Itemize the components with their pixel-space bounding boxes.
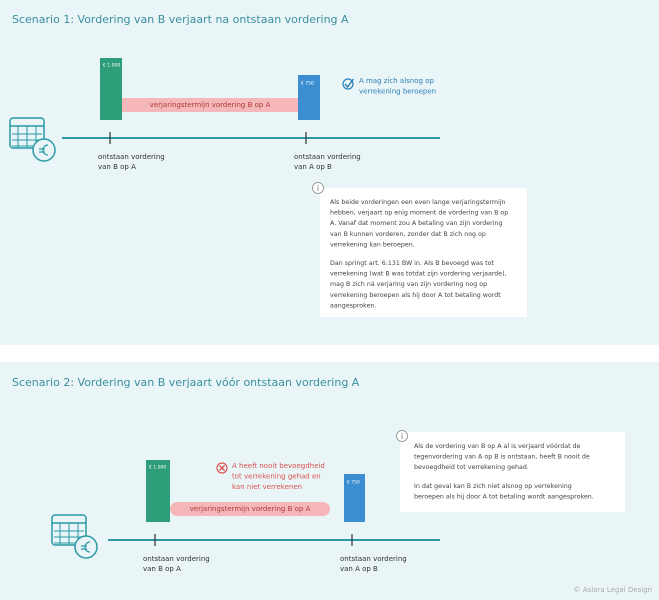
axis-label: van B op A xyxy=(98,163,136,171)
info-text: A. Vanaf dat moment zou A betaling van z… xyxy=(330,220,503,227)
claim-amount: € 750 xyxy=(301,81,314,87)
euro-icon xyxy=(32,138,56,162)
claim-amount: € 1.000 xyxy=(103,63,120,69)
note-text: verrekening beroepen xyxy=(359,88,436,96)
euro-icon xyxy=(81,541,91,553)
info-text: Dan springt art. 6:131 BW in. Als B bevo… xyxy=(330,260,495,267)
euro-icon xyxy=(74,535,98,559)
note-icon xyxy=(342,78,354,90)
info-box xyxy=(320,188,527,317)
axis-label: ontstaan vordering xyxy=(294,153,361,161)
axis-label: van A op B xyxy=(340,565,378,573)
info-icon xyxy=(401,432,403,434)
claim-bar xyxy=(344,474,365,522)
period-label: verjaringstermijn vordering B op A xyxy=(190,505,311,513)
euro-icon xyxy=(39,144,49,156)
scenario-title: Scenario 2: Vordering van B verjaart vóó… xyxy=(12,376,360,389)
note-text: A heeft nooit bevoegdheid xyxy=(232,462,325,470)
info-text: verrekening (wat B was totdat zijn vorde… xyxy=(330,271,507,278)
period-label: verjaringstermijn vordering B op A xyxy=(150,101,271,109)
note-text: kan niet verrekenen xyxy=(232,483,302,491)
claim-amount: € 1.000 xyxy=(149,465,166,471)
info-text: van B kunnen vorderen, zonder dat B zich… xyxy=(330,231,486,238)
info-text: Als beide vorderingen een even lange ver… xyxy=(330,199,505,206)
footer: © Aslara Legal Design xyxy=(574,586,652,594)
axis-label: van B op A xyxy=(143,565,181,573)
claim-bar xyxy=(146,460,170,522)
period-bar xyxy=(170,502,330,516)
info-text: tegenvordering van A op B is ontstaan, h… xyxy=(414,454,590,461)
period-bar xyxy=(122,98,298,112)
axis-label: ontstaan vordering xyxy=(340,555,407,563)
note-text: tot verrekening gehad en xyxy=(232,473,321,481)
axis-label: ontstaan vordering xyxy=(143,555,210,563)
scenario-title: Scenario 1: Vordering van B verjaart na … xyxy=(12,13,349,26)
note-icon xyxy=(344,78,355,89)
info-text: In dat geval kan B zich niet alsnog op v… xyxy=(414,483,572,490)
info-text: verrekening beroepen als hij door A tot … xyxy=(330,292,501,299)
info-text: verrekening kan beroepen. xyxy=(330,241,415,248)
claim-bar xyxy=(100,58,122,120)
info-text: Als de vordering van B op A al is verjaa… xyxy=(414,442,581,450)
info-text: aangesproken. xyxy=(330,302,376,309)
claim-bar xyxy=(298,75,320,120)
axis-label: ontstaan vordering xyxy=(98,153,165,161)
info-text: hebben, verjaart op enig moment de vorde… xyxy=(330,210,508,217)
info-text: mag B zich ná verjaring van zijn vorderi… xyxy=(330,280,487,288)
note-icon xyxy=(216,462,228,474)
note-icon xyxy=(219,465,225,471)
claim-amount: € 750 xyxy=(347,480,360,486)
axis-label: van A op B xyxy=(294,163,332,171)
note-text: A mag zich alsnog op xyxy=(359,77,434,85)
info-box xyxy=(400,432,625,512)
info-text: beroepen als hij door A tot betaling wor… xyxy=(414,493,594,500)
info-icon xyxy=(317,184,319,186)
info-text: bevoegdheid tot verrekening gehad. xyxy=(414,464,529,471)
